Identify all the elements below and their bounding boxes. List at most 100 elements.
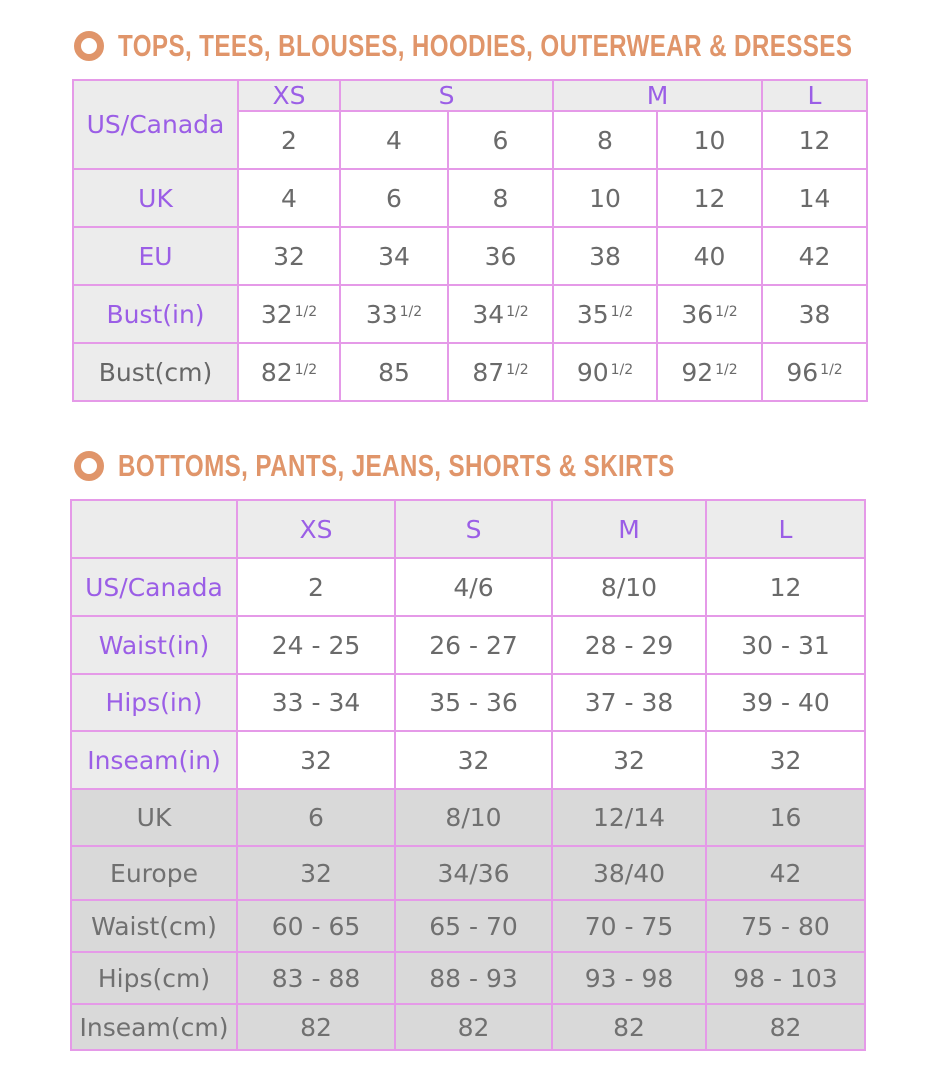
corner-cell (70, 499, 238, 559)
size-cell: 24 - 25 (236, 615, 396, 675)
size-cell: 70 - 75 (551, 899, 707, 953)
size-cell: 26 - 27 (394, 615, 553, 675)
size-header-row: XS S M L (70, 499, 866, 559)
size-cell: 82 (705, 1003, 866, 1051)
size-cell: 96 1/2 (761, 342, 869, 402)
cell-value: 8 (492, 183, 509, 213)
cell-fraction: 1/2 (715, 303, 738, 320)
row-label: EU (72, 226, 239, 286)
cell-fraction: 1/2 (820, 361, 843, 378)
size-cell: 85 (339, 342, 449, 402)
size-cell: 10 (552, 168, 658, 228)
size-cell: 8 (447, 168, 554, 228)
cell-value: 96 (786, 357, 819, 387)
size-cell: 92 1/2 (655, 342, 764, 402)
size-cell: 35 - 36 (394, 673, 553, 732)
cell-fraction: 1/2 (715, 361, 738, 378)
size-cell: 14 (761, 168, 869, 228)
table-row: Inseam(cm) 82 82 82 82 (70, 1003, 866, 1051)
cell-value: 87 (472, 357, 505, 387)
row-label: Hips(cm) (70, 951, 238, 1005)
tops-size-table: US/Canada XS S M L 2 4 6 8 10 12 UK 4 6 8 10 12 14 EU 32 34 3… (72, 79, 869, 402)
size-cell: 33 1/2 (339, 284, 449, 344)
size-header: XS (237, 79, 341, 112)
row-label: Inseam(cm) (70, 1003, 238, 1051)
us-size-row: 2 4 6 8 10 12 (73, 110, 869, 170)
table-row: Waist(cm) 60 - 65 65 - 70 70 - 75 75 - 80 (70, 899, 866, 953)
table-row: Hips(in) 33 - 34 35 - 36 37 - 38 39 - 40 (70, 673, 866, 732)
size-cell: 8/10 (394, 788, 553, 847)
size-cell: 12 (761, 110, 869, 170)
size-cell: 37 - 38 (551, 673, 707, 732)
corner-label: US/Canada (72, 79, 239, 170)
cell-value: 34 (472, 299, 505, 329)
bottoms-size-table: XS S M L US/Canada 2 4/6 8/10 12 Waist(in) 24 - 25… (70, 499, 866, 1051)
size-header: XS (236, 499, 396, 559)
cell-fraction: 1/2 (610, 361, 634, 378)
cell-fraction: 1/2 (399, 303, 423, 320)
size-cell: 34/36 (394, 845, 553, 901)
cell-value: 85 (378, 357, 410, 387)
size-cell: 28 - 29 (551, 615, 707, 675)
size-header: M (551, 499, 707, 559)
size-cell: 34 1/2 (447, 284, 554, 344)
cell-value: 6 (386, 183, 402, 213)
size-header-row: US/Canada XS S M L (72, 79, 869, 170)
size-cell: 42 (705, 845, 866, 901)
size-cell: 36 (447, 226, 554, 286)
size-header: L (761, 79, 869, 112)
row-label: Bust(in) (72, 284, 239, 344)
size-cell: 2 (237, 110, 341, 170)
size-cell: 6 (447, 110, 554, 170)
size-cell: 82 (394, 1003, 553, 1051)
size-cell: 32 1/2 (237, 284, 341, 344)
size-cell: 2 (236, 557, 396, 617)
size-cell: 12 (705, 557, 866, 617)
table-row: US/Canada 2 4/6 8/10 12 (70, 557, 866, 617)
cell-value: 92 (681, 357, 714, 387)
circle-bullet-icon (74, 31, 104, 61)
row-label: Europe (70, 845, 238, 901)
cell-value: 4 (281, 183, 297, 213)
size-cell: 4/6 (394, 557, 553, 617)
size-cell: 34 (339, 226, 449, 286)
size-cell: 12/14 (551, 788, 707, 847)
size-cell: 88 - 93 (394, 951, 553, 1005)
table-row: Waist(in) 24 - 25 26 - 27 28 - 29 30 - 31 (70, 615, 866, 675)
size-cell: 8/10 (551, 557, 707, 617)
size-cell: 32 (551, 730, 707, 790)
size-cell: 8 (552, 110, 658, 170)
table-row: UK 4 6 8 10 12 14 (72, 168, 869, 228)
cell-value: 35 (576, 299, 609, 329)
row-label: Waist(cm) (70, 899, 238, 953)
size-header: M (551, 79, 764, 112)
table-row: Inseam(in) 32 32 32 32 (70, 730, 866, 790)
size-cell: 98 - 103 (705, 951, 866, 1005)
size-cell: 39 - 40 (705, 673, 866, 732)
cell-value: 36 (484, 241, 517, 271)
size-cell: 93 - 98 (551, 951, 707, 1005)
cell-fraction: 1/2 (506, 361, 529, 378)
cell-value: 90 (576, 357, 609, 387)
size-cell: 42 (761, 226, 869, 286)
row-label: Hips(in) (70, 673, 238, 732)
cell-value: 33 (365, 299, 398, 329)
bottoms-section-title: BOTTOMS, PANTS, JEANS, SHORTS & SKIRTS (118, 448, 675, 483)
row-label: Waist(in) (70, 615, 238, 675)
cell-fraction: 1/2 (506, 303, 529, 320)
tops-section-title: TOPS, TEES, BLOUSES, HOODIES, OUTERWEAR … (118, 28, 853, 63)
cell-value: 12 (693, 183, 726, 213)
size-cell: 65 - 70 (394, 899, 553, 953)
size-cell: 35 1/2 (552, 284, 658, 344)
tops-section-heading: TOPS, TEES, BLOUSES, HOODIES, OUTERWEAR … (74, 26, 943, 66)
size-cell: 75 - 80 (705, 899, 866, 953)
size-cell: 32 (394, 730, 553, 790)
size-cell: 32 (236, 845, 396, 901)
table-row: Hips(cm) 83 - 88 88 - 93 93 - 98 98 - 103 (70, 951, 866, 1005)
bottoms-section-heading: BOTTOMS, PANTS, JEANS, SHORTS & SKIRTS (74, 446, 832, 486)
size-cell: 6 (339, 168, 449, 228)
row-label: US/Canada (70, 557, 238, 617)
table-row: Europe 32 34/36 38/40 42 (70, 845, 866, 901)
size-cell: 82 (236, 1003, 396, 1051)
cell-value: 40 (693, 241, 726, 271)
